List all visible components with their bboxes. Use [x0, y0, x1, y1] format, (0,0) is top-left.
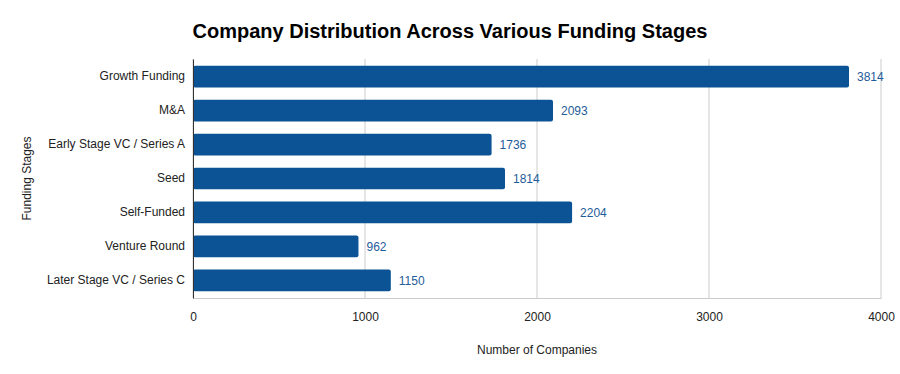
y-axis-title: Funding Stages	[20, 136, 34, 220]
x-tick: 0	[190, 298, 197, 324]
y-tick-label: Later Stage VC / Series C	[47, 273, 185, 287]
bar	[193, 168, 505, 190]
y-tick: Venture Round	[105, 239, 185, 253]
x-axis: 0 1000 2000 3000 4000	[190, 298, 895, 324]
title: Company Distribution Across Various Fund…	[193, 20, 708, 42]
y-axis-line	[193, 60, 194, 299]
y-tick-label: Self-Funded	[120, 205, 185, 219]
y-tick-label: Early Stage VC / Series A	[48, 137, 185, 151]
x-axis-title: Number of Companies	[477, 343, 597, 357]
data-label: 1150	[399, 274, 425, 288]
y-axis: Growth Funding M&A Early Stage VC / Series…	[47, 60, 194, 299]
data-label: 1814	[513, 172, 540, 186]
grid-line	[709, 59, 710, 298]
y-tick-label: Growth Funding	[100, 69, 185, 83]
x-tick-label: 3000	[696, 310, 723, 324]
y-tick-label: Seed	[157, 171, 185, 185]
y-tick-label: Venture Round	[105, 239, 185, 253]
data-label: 3814	[857, 70, 884, 84]
bar	[193, 134, 492, 156]
data-labels: 3814 2093 1736 1814 2204 962 1150	[366, 70, 884, 288]
bar	[193, 269, 391, 291]
y-tick-label: M&A	[159, 103, 185, 117]
bar	[193, 100, 553, 122]
data-label: 1736	[500, 138, 527, 152]
x-tick: 4000	[868, 298, 895, 324]
y-tick: Growth Funding	[100, 69, 185, 83]
x-tick-label: 1000	[352, 310, 379, 324]
x-tick-label: 0	[190, 310, 197, 324]
y-tick: Self-Funded	[120, 205, 185, 219]
plot: 0 1000 2000 3000 4000 Growth Funding M&A Early …	[47, 59, 895, 324]
y-tick: Seed	[157, 171, 185, 185]
x-tick: 2000	[524, 298, 551, 324]
x-tick-label: 2000	[524, 310, 551, 324]
x-tick: 1000	[352, 298, 379, 324]
data-label: 962	[366, 240, 386, 254]
grid-line	[193, 59, 194, 298]
x-axis-line	[194, 298, 882, 299]
chart: Company Distribution Across Various Fund…	[0, 0, 900, 374]
grid	[193, 59, 881, 298]
x-tick-label: 4000	[868, 310, 895, 324]
grid-line	[881, 59, 882, 298]
bar	[193, 202, 572, 224]
x-tick: 3000	[696, 298, 723, 324]
y-tick: M&A	[159, 103, 185, 117]
bar	[193, 236, 358, 258]
data-label: 2093	[561, 104, 588, 118]
bars	[193, 66, 849, 291]
bar	[193, 66, 849, 88]
y-tick: Later Stage VC / Series C	[47, 273, 185, 287]
y-tick: Early Stage VC / Series A	[48, 137, 185, 151]
data-label: 2204	[580, 206, 607, 220]
